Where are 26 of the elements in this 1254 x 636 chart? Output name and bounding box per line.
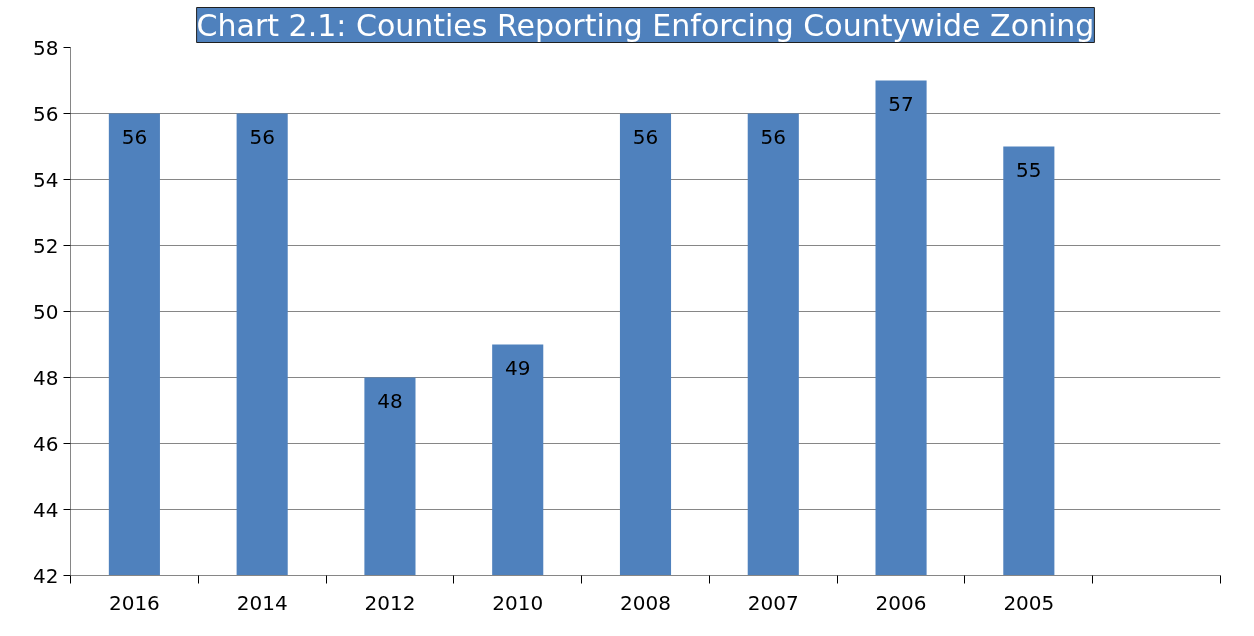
x-tick-label: 2005 xyxy=(1003,590,1055,615)
chart-title: Chart 2.1: Counties Reporting Enforcing Countywide Zoning xyxy=(196,7,1095,43)
x-tick-label: 2008 xyxy=(620,590,671,615)
y-tick-label: 46 xyxy=(33,431,59,456)
x-tick-label: 2014 xyxy=(236,590,288,615)
data-label: 55 xyxy=(1016,157,1042,182)
x-tick-label: 2012 xyxy=(364,590,416,615)
y-tick-label: 56 xyxy=(33,101,59,126)
x-tick-label: 2007 xyxy=(747,590,799,615)
data-label: 57 xyxy=(888,91,914,116)
y-tick-label: 52 xyxy=(33,233,59,258)
x-tick-label: 2010 xyxy=(492,590,544,615)
y-tick-label: 44 xyxy=(33,497,59,522)
data-label: 49 xyxy=(505,355,531,380)
data-label: 56 xyxy=(249,124,275,149)
data-label: 56 xyxy=(760,124,787,149)
data-label: 56 xyxy=(121,124,148,149)
x-tick-label: 2006 xyxy=(875,590,927,615)
y-tick-label: 48 xyxy=(33,365,59,390)
data-label: 48 xyxy=(377,388,403,413)
data-label: 56 xyxy=(632,124,659,149)
y-tick-label: 42 xyxy=(33,563,59,588)
y-tick-label: 58 xyxy=(33,35,59,60)
y-tick-label: 54 xyxy=(33,167,59,192)
x-tick-label: 2016 xyxy=(108,590,160,615)
y-tick-label: 50 xyxy=(33,299,59,324)
